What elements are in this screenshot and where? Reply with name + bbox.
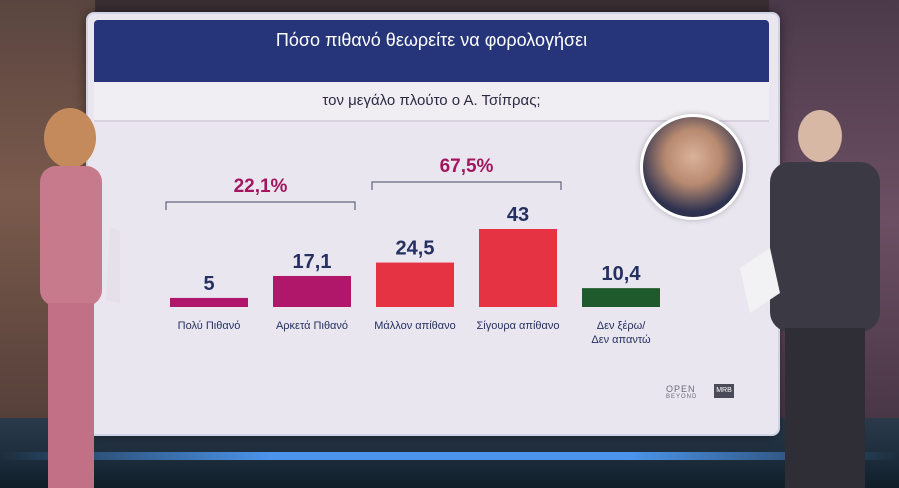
value-label-3: 24,5 [396, 238, 435, 260]
value-label-1: 5 [203, 273, 214, 295]
bar-1 [170, 297, 248, 307]
category-label-5-line-1: Δεν ξέρω/ [597, 320, 646, 332]
bars-layer [170, 229, 660, 307]
category-label-2: Αρκετά Πιθανό [276, 320, 348, 332]
presenter-right-trousers [785, 328, 865, 488]
group-bracket-2 [371, 181, 562, 190]
presenter-left [40, 108, 120, 488]
group-bracket-1 [165, 201, 356, 210]
category-label-5-line-2: Δεν απαντώ [591, 334, 651, 346]
bar-2 [273, 275, 351, 307]
bar-4 [479, 229, 557, 307]
title-band: Πόσο πιθανό θεωρείτε να φορολογήσει [94, 20, 769, 82]
bar-5 [582, 288, 660, 307]
mrb-logo: MRB [714, 384, 734, 398]
chart-title: Πόσο πιθανό θεωρείτε να φορολογήσει [275, 30, 588, 50]
presenter-left-trousers [48, 303, 94, 488]
group-brackets-layer: 22,1% 67,5% [165, 156, 562, 210]
subtitle-band: τον μεγάλο πλούτο ο Α. Τσίπρας; [94, 82, 769, 122]
presenter-right-jacket [770, 162, 880, 332]
presenter-right-head [798, 110, 842, 162]
value-label-2: 17,1 [293, 251, 332, 273]
value-label-5: 10,4 [602, 263, 642, 285]
presenter-left-jacket [40, 166, 102, 306]
politician-portrait [640, 114, 746, 220]
chart-subtitle: τον μεγάλο πλούτο ο Α. Τσίπρας; [322, 92, 541, 109]
category-label-1: Πολύ Πιθανό [178, 320, 241, 332]
open-beyond-logo: OPEN BEYOND [666, 384, 697, 400]
group-total-label-1: 22,1% [234, 176, 288, 197]
category-label-3: Μάλλον απίθανο [374, 320, 456, 332]
presenter-right [740, 110, 880, 488]
group-total-label-2: 67,5% [440, 156, 494, 177]
logo-open-text: OPEN [666, 384, 696, 394]
labels-layer: 5 Πολύ Πιθανό 17,1 Αρκετά Πιθανό 24,5 Μάλλον … [178, 204, 651, 346]
presenter-right-notes [740, 248, 780, 313]
video-wall-screen: Πόσο πιθανό θεωρείτε να φορολογήσει τον … [88, 14, 778, 434]
bar-3 [376, 262, 454, 307]
presenter-left-notes [106, 228, 120, 303]
floor-light-strip [0, 452, 899, 460]
bar-chart: 5 Πολύ Πιθανό 17,1 Αρκετά Πιθανό 24,5 Μάλλον … [165, 156, 660, 346]
presenter-left-hair [44, 108, 96, 168]
category-label-4: Σίγουρα απίθανο [476, 320, 559, 332]
value-label-4: 43 [507, 204, 529, 226]
logo-open-subtext: BEYOND [666, 394, 698, 400]
